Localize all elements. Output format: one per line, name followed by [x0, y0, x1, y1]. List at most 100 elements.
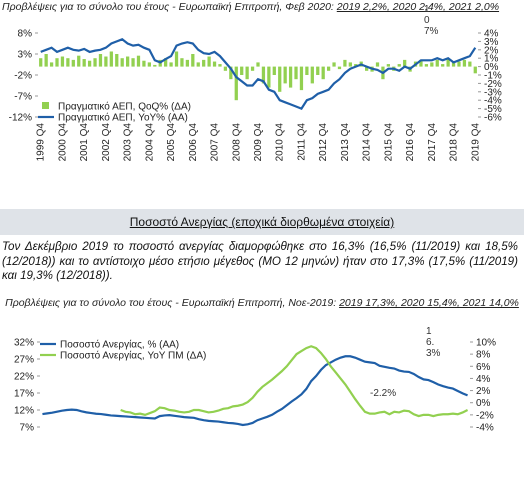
y2-tick-label: 10% [476, 338, 496, 349]
bar [283, 66, 287, 84]
bar [66, 58, 70, 67]
bar [196, 62, 200, 67]
bar [261, 66, 266, 84]
bar [457, 61, 461, 67]
y2-tick-label: 3% [484, 37, 499, 48]
bar [223, 66, 228, 71]
bar [153, 64, 157, 67]
x-tick-label: 2013 Q4 [340, 123, 351, 162]
bar [109, 51, 113, 67]
annotation: -2.2% [370, 388, 397, 399]
y-tick-label: -12% [9, 113, 32, 124]
legend-label: Ποσοστό Ανεργίας, YoY ΠΜ (ΔΑ) [60, 350, 206, 362]
forecast-values: 2019 17,3%, 2020 15,4%, 2021 14,0% [339, 297, 519, 309]
y-tick-label: 22% [14, 372, 34, 383]
bar [397, 64, 401, 67]
bar [229, 66, 233, 80]
bar [305, 66, 309, 75]
bar [60, 56, 65, 67]
forecast-label: Προβλέψεις για το σύνολο του έτους - Ευρ… [5, 297, 337, 309]
bar [234, 66, 238, 101]
bar [272, 66, 276, 75]
bar [451, 62, 456, 67]
x-tick-label: 1999 Q4 [36, 123, 47, 162]
y2-tick-label: 6% [476, 362, 491, 373]
y-tick-label: 7% [20, 423, 35, 434]
bar [169, 62, 173, 67]
y-tick-label: 32% [14, 338, 34, 349]
bar [49, 62, 54, 67]
bar [386, 64, 390, 67]
y-tick-label: 3% [18, 50, 33, 61]
bar [93, 58, 97, 67]
bar [321, 66, 325, 80]
y2-tick-label: -2% [484, 79, 502, 90]
x-tick-label: 2001 Q4 [79, 123, 90, 162]
section-paragraph: Τον Δεκέμβριο 2019 το ποσοστό ανεργίας δ… [2, 240, 518, 282]
bar [142, 60, 146, 67]
legend-label: Πραγματικό ΑΕΠ, QoQ% (ΔΑ) [58, 101, 191, 113]
bar [343, 59, 347, 67]
annotation: 1.07% [424, 4, 439, 37]
forecast-values: 2019 2,2%, 2020 2,4%, 2021 2,0% [336, 1, 500, 13]
bar [332, 62, 336, 67]
bar [207, 56, 211, 67]
x-tick-label: 2014 Q4 [362, 123, 373, 162]
bar [120, 58, 124, 67]
bar [267, 66, 271, 88]
y2-tick-label: 2% [484, 45, 499, 56]
bar [174, 51, 179, 67]
y2-tick-label: -4% [484, 96, 502, 107]
bar [98, 54, 103, 67]
bar [77, 55, 81, 67]
bar [82, 59, 86, 67]
x-tick-label: 2008 Q4 [231, 123, 242, 162]
x-tick-label: 2002 Q4 [101, 123, 112, 162]
x-tick-label: 2010 Q4 [275, 123, 286, 162]
x-tick-label: 2009 Q4 [253, 123, 264, 162]
bar [115, 54, 119, 67]
section-heading: Ποσοστό Ανεργίας (εποχικά διορθωμένα στο… [129, 215, 395, 229]
bar [126, 56, 130, 67]
y-tick-label: 8% [18, 29, 33, 40]
x-tick-label: 2004 Q4 [144, 123, 155, 162]
bar [337, 66, 342, 70]
x-tick-label: 2018 Q4 [449, 123, 460, 162]
bar [55, 58, 59, 67]
y2-tick-label: -2% [476, 410, 494, 421]
x-tick-label: 2015 Q4 [383, 123, 394, 162]
forecast-label: Προβλέψεις για το σύνολο του έτους - Ευρ… [2, 1, 334, 13]
heading-band [0, 209, 524, 235]
x-tick-label: 2016 Q4 [405, 123, 416, 162]
bar [39, 58, 43, 67]
bar [71, 59, 75, 67]
bar [468, 61, 472, 67]
x-tick-label: 2005 Q4 [166, 123, 177, 162]
bar [131, 58, 135, 67]
y2-tick-label: -3% [484, 87, 502, 98]
x-tick-label: 2007 Q4 [210, 123, 221, 162]
bar [441, 64, 445, 67]
bar [240, 66, 244, 75]
unemployment-forecast: Προβλέψεις για το σύνολο του έτους - Ευρ… [0, 296, 524, 310]
bar [87, 60, 92, 67]
bar [245, 66, 249, 80]
gdp-forecast: Προβλέψεις για το σύνολο του έτους - Ευρ… [2, 1, 499, 13]
bar [435, 59, 439, 67]
bar [473, 66, 477, 74]
y-tick-label: -7% [14, 92, 32, 103]
bar [256, 62, 260, 67]
y-tick-label: 17% [14, 389, 34, 400]
x-tick-label: 2017 Q4 [427, 123, 438, 162]
bar [375, 62, 380, 67]
bar [44, 54, 48, 67]
bar [299, 66, 304, 91]
line [40, 38, 477, 110]
x-tick-label: 2000 Q4 [57, 123, 68, 162]
bar [446, 58, 450, 67]
bar [310, 66, 314, 84]
y2-tick-label: 8% [476, 350, 491, 361]
y2-tick-label: 0% [484, 62, 499, 73]
x-tick-label: 2006 Q4 [188, 123, 199, 162]
